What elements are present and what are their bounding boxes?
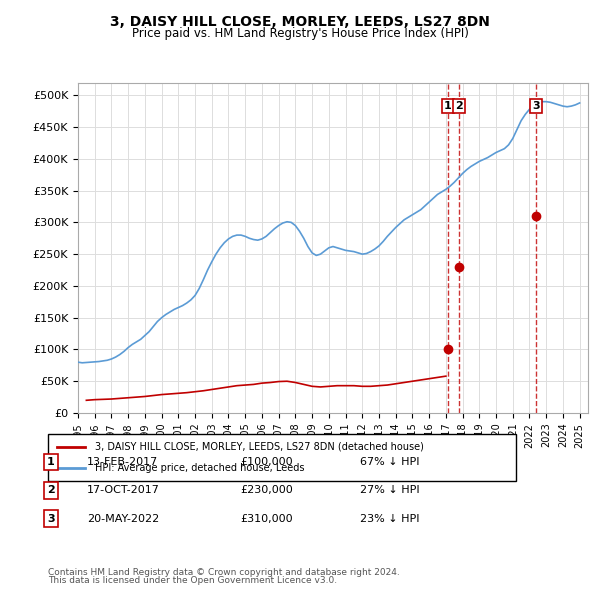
Text: 67% ↓ HPI: 67% ↓ HPI <box>360 457 419 467</box>
Text: 13-FEB-2017: 13-FEB-2017 <box>87 457 158 467</box>
Text: 1: 1 <box>47 457 55 467</box>
Text: 23% ↓ HPI: 23% ↓ HPI <box>360 514 419 523</box>
Text: 1: 1 <box>444 101 452 111</box>
Text: 17-OCT-2017: 17-OCT-2017 <box>87 486 160 495</box>
Text: 2: 2 <box>455 101 463 111</box>
Text: £100,000: £100,000 <box>240 457 293 467</box>
FancyBboxPatch shape <box>48 434 516 481</box>
Text: 3: 3 <box>47 514 55 523</box>
Text: £310,000: £310,000 <box>240 514 293 523</box>
Text: £230,000: £230,000 <box>240 486 293 495</box>
Text: 27% ↓ HPI: 27% ↓ HPI <box>360 486 419 495</box>
Text: Price paid vs. HM Land Registry's House Price Index (HPI): Price paid vs. HM Land Registry's House … <box>131 27 469 40</box>
Text: 20-MAY-2022: 20-MAY-2022 <box>87 514 159 523</box>
Text: 2: 2 <box>47 486 55 495</box>
Text: 3, DAISY HILL CLOSE, MORLEY, LEEDS, LS27 8DN (detached house): 3, DAISY HILL CLOSE, MORLEY, LEEDS, LS27… <box>95 442 424 452</box>
Text: This data is licensed under the Open Government Licence v3.0.: This data is licensed under the Open Gov… <box>48 576 337 585</box>
Text: HPI: Average price, detached house, Leeds: HPI: Average price, detached house, Leed… <box>95 463 304 473</box>
Text: 3, DAISY HILL CLOSE, MORLEY, LEEDS, LS27 8DN: 3, DAISY HILL CLOSE, MORLEY, LEEDS, LS27… <box>110 15 490 29</box>
Text: Contains HM Land Registry data © Crown copyright and database right 2024.: Contains HM Land Registry data © Crown c… <box>48 568 400 577</box>
Text: 3: 3 <box>532 101 539 111</box>
